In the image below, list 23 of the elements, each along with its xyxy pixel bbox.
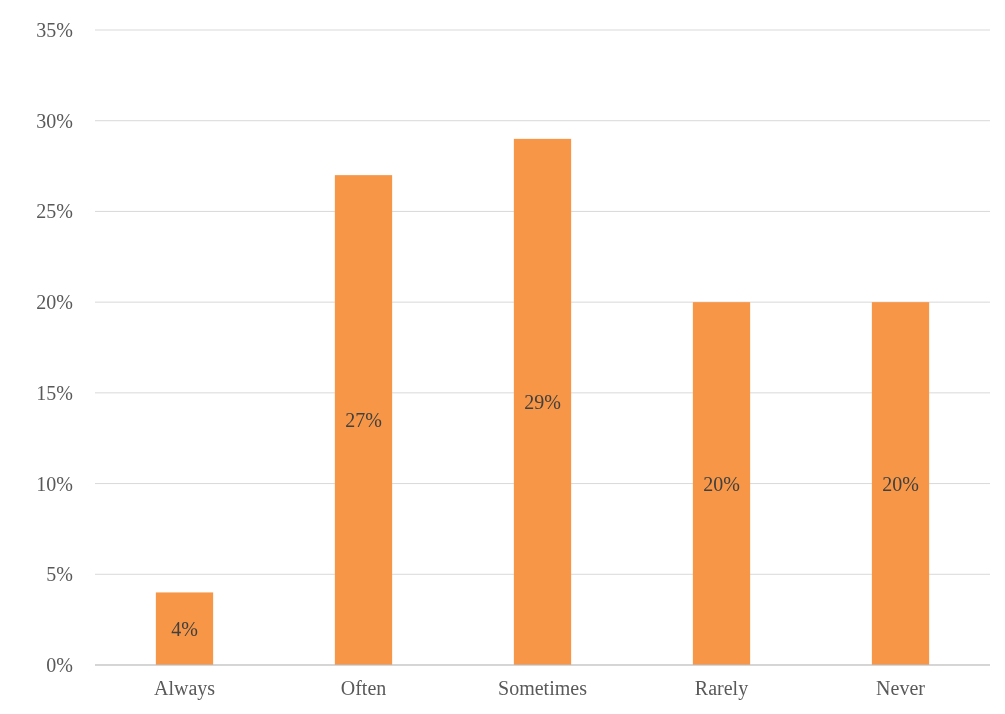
bar [513,138,572,665]
x-tick-label: Always [153,677,216,700]
bar [692,302,751,665]
y-tick-label: 35% [36,19,73,41]
y-tick-label: 25% [36,200,73,223]
y-tick-label: 0% [46,654,73,676]
data-label: 20% [703,472,740,495]
data-label: 20% [882,472,919,495]
x-tick-label: Rarely [694,677,749,700]
y-tick-label: 20% [36,291,73,314]
x-tick-label: Never [876,677,926,699]
y-tick-label: 5% [46,563,73,586]
data-label: 29% [524,390,561,413]
data-label: 4% [171,617,198,640]
bar [155,592,214,665]
x-tick-label: Often [340,677,387,699]
x-tick-label: Sometimes [498,677,588,699]
data-label: 27% [345,409,382,432]
y-tick-label: 15% [36,381,73,404]
bar [871,302,930,665]
bar [334,175,393,665]
y-tick-label: 10% [36,472,73,495]
y-tick-label: 30% [36,109,73,132]
